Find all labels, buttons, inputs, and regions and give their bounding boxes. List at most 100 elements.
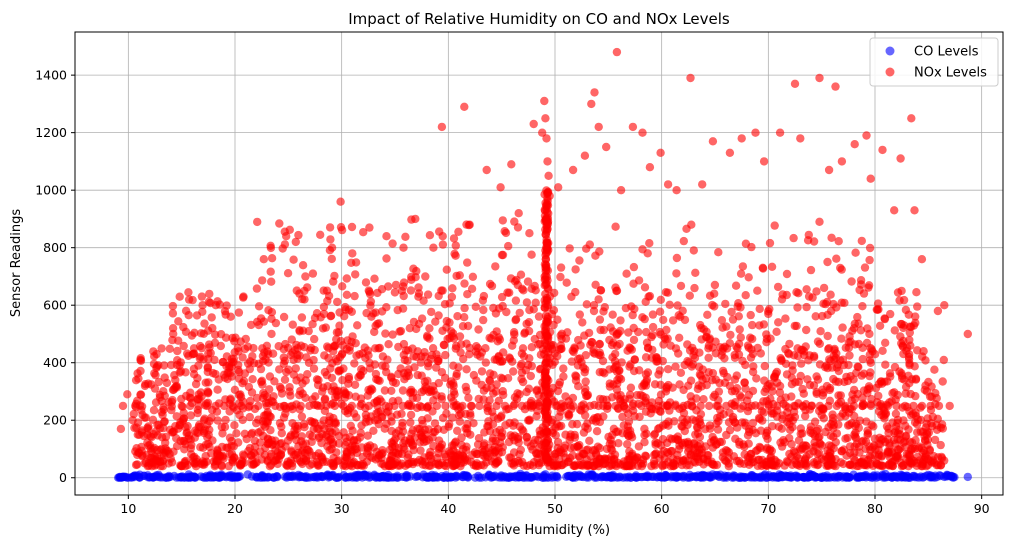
nox-point <box>841 434 850 443</box>
nox-point <box>420 348 429 357</box>
nox-point <box>738 262 748 271</box>
nox-point <box>406 387 416 397</box>
nox-point <box>662 384 671 393</box>
co-point <box>488 472 498 481</box>
nox-point <box>451 251 460 260</box>
nox-point <box>332 387 342 396</box>
co-point <box>115 472 125 482</box>
nox-point <box>712 439 722 449</box>
x-tick-label: 90 <box>974 501 990 516</box>
nox-point <box>893 429 903 438</box>
nox-point <box>746 353 756 362</box>
nox-point <box>533 454 542 463</box>
nox-point <box>906 389 915 399</box>
nox-point <box>736 459 745 468</box>
co-point <box>916 472 926 481</box>
nox-point <box>891 395 900 404</box>
nox-point <box>133 396 142 405</box>
nox-point <box>300 295 309 304</box>
plot-frame <box>74 31 1004 496</box>
nox-point <box>566 432 575 442</box>
nox-point <box>790 321 799 331</box>
nox-point <box>745 427 754 437</box>
nox-point <box>543 314 552 324</box>
nox-point <box>327 373 337 383</box>
nox-point <box>617 358 626 367</box>
nox-point <box>541 201 551 210</box>
nox-point <box>196 352 205 361</box>
nox-point <box>849 401 859 411</box>
nox-point <box>608 430 617 440</box>
nox-point <box>580 368 589 377</box>
nox-point <box>275 418 285 428</box>
nox-point <box>424 425 433 434</box>
nox-point <box>645 163 655 172</box>
nox-point <box>790 401 799 411</box>
y-axis-ticks: 0 200 400 600 800 1000 1200 1400 <box>35 68 75 485</box>
nox-point <box>405 324 414 333</box>
nox-point <box>802 302 811 312</box>
nox-point <box>731 281 741 290</box>
nox-point <box>786 413 795 422</box>
nox-point <box>481 344 490 353</box>
nox-point <box>930 435 940 445</box>
nox-point <box>659 340 668 349</box>
co-point <box>208 472 217 482</box>
nox-point <box>148 415 158 424</box>
nox-point <box>143 461 152 471</box>
nox-point <box>629 262 639 272</box>
nox-point <box>192 428 201 437</box>
co-point <box>818 473 827 482</box>
nox-point <box>881 360 890 369</box>
nox-point <box>254 401 263 411</box>
nox-point <box>821 427 830 437</box>
nox-point <box>168 309 178 318</box>
nox-point <box>363 431 372 440</box>
nox-point <box>894 445 904 455</box>
y-tick-label: 1000 <box>35 183 67 198</box>
nox-point <box>482 165 491 175</box>
nox-point <box>496 183 505 192</box>
nox-point <box>282 232 291 241</box>
nox-point <box>831 461 840 471</box>
nox-point <box>479 315 488 325</box>
nox-point <box>262 401 271 411</box>
nox-point <box>837 298 846 307</box>
nox-point <box>657 450 666 459</box>
nox-point <box>409 457 419 467</box>
nox-point <box>551 401 561 411</box>
nox-point <box>596 454 605 464</box>
nox-point <box>504 241 513 251</box>
nox-point <box>448 284 457 293</box>
nox-point <box>652 354 662 364</box>
nox-point <box>819 388 828 397</box>
nox-point <box>258 344 267 353</box>
nox-point <box>177 401 186 411</box>
nox-point <box>556 263 566 272</box>
nox-point <box>377 412 386 422</box>
nox-point <box>305 430 314 439</box>
nox-point <box>654 401 663 411</box>
nox-point <box>896 332 905 341</box>
nox-point <box>377 307 387 316</box>
nox-point <box>261 355 270 364</box>
nox-point <box>406 418 415 427</box>
nox-point <box>688 343 697 353</box>
nox-point <box>898 374 907 383</box>
nox-point <box>497 357 507 366</box>
nox-point <box>643 368 653 377</box>
nox-point <box>167 405 176 415</box>
nox-point <box>699 395 708 404</box>
nox-point <box>391 280 401 290</box>
nox-point <box>172 412 181 421</box>
nox-point <box>498 387 507 396</box>
nox-point <box>525 305 534 315</box>
nox-point <box>133 369 142 378</box>
nox-point <box>528 461 538 470</box>
nox-point <box>704 353 713 362</box>
nox-point <box>773 282 783 292</box>
nox-point <box>175 361 184 370</box>
nox-point <box>756 443 765 453</box>
nox-point <box>744 273 753 282</box>
nox-point <box>179 414 188 424</box>
